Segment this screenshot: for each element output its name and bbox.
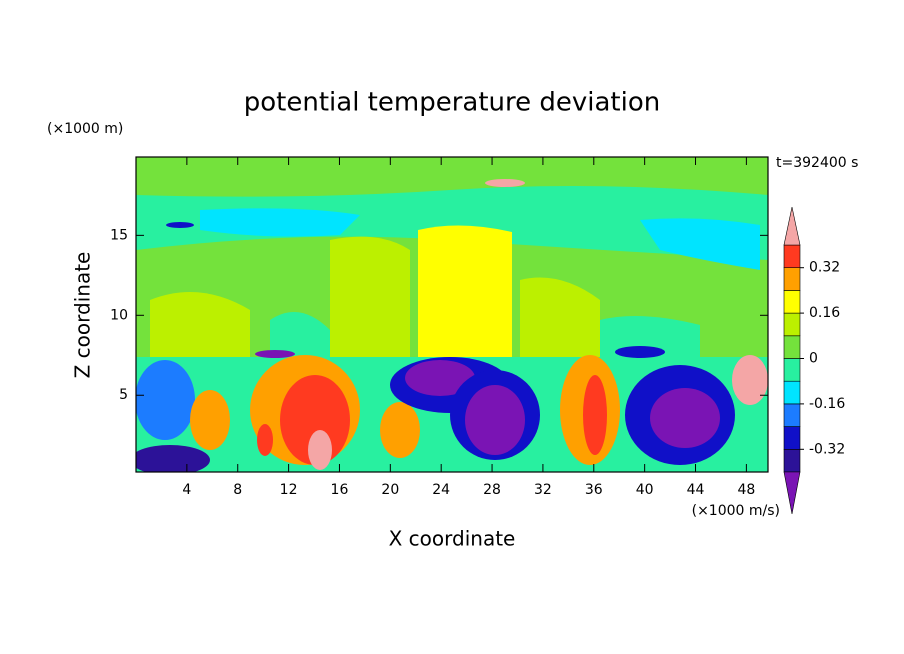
x-tick-label: 4	[182, 482, 191, 498]
x-tick-label: 40	[636, 482, 654, 498]
chart-title: potential temperature deviation	[244, 88, 660, 118]
colorbar-box	[783, 244, 801, 269]
colorbar-box	[783, 335, 801, 359]
x-tick-label: 44	[687, 482, 705, 498]
contour-field	[136, 157, 768, 472]
colorbar-box	[783, 448, 801, 473]
colorbar-box	[783, 358, 801, 382]
colorbar-box	[783, 267, 801, 291]
colorbar-box	[783, 312, 801, 337]
y-unit: (×1000 m)	[47, 121, 123, 137]
y-axis-label: Z coordinate	[71, 252, 95, 379]
x-unit: (×1000 m/s)	[692, 503, 780, 519]
colorbar-tick-label: 0.32	[809, 260, 840, 276]
colorbar-extend-low	[783, 471, 801, 515]
colorbar-tick-label: -0.32	[809, 441, 845, 457]
colorbar-tick-label: -0.16	[809, 396, 845, 412]
colorbar-tick-label: 0.16	[809, 305, 840, 321]
x-tick-label: 32	[534, 482, 552, 498]
x-tick-label: 24	[432, 482, 450, 498]
colorbar-box	[783, 380, 801, 405]
y-tick-label: 10	[110, 307, 128, 323]
colorbar-box	[783, 426, 801, 450]
y-tick-label: 15	[110, 227, 128, 243]
x-tick-label: 16	[331, 482, 349, 498]
x-tick-label: 28	[483, 482, 501, 498]
colorbar-box	[783, 403, 801, 427]
colorbar-extend-high	[783, 206, 801, 246]
x-tick-label: 20	[381, 482, 399, 498]
time-annotation: t=392400 s	[776, 155, 858, 171]
plot-frame	[135, 156, 769, 473]
colorbar-box	[783, 290, 801, 314]
x-tick-label: 8	[233, 482, 242, 498]
y-tick-label: 5	[119, 387, 128, 403]
colorbar-tick-label: 0	[809, 351, 818, 367]
x-axis-label: X coordinate	[389, 527, 516, 551]
x-tick-label: 48	[737, 482, 755, 498]
x-tick-label: 12	[280, 482, 298, 498]
x-tick-label: 36	[585, 482, 603, 498]
